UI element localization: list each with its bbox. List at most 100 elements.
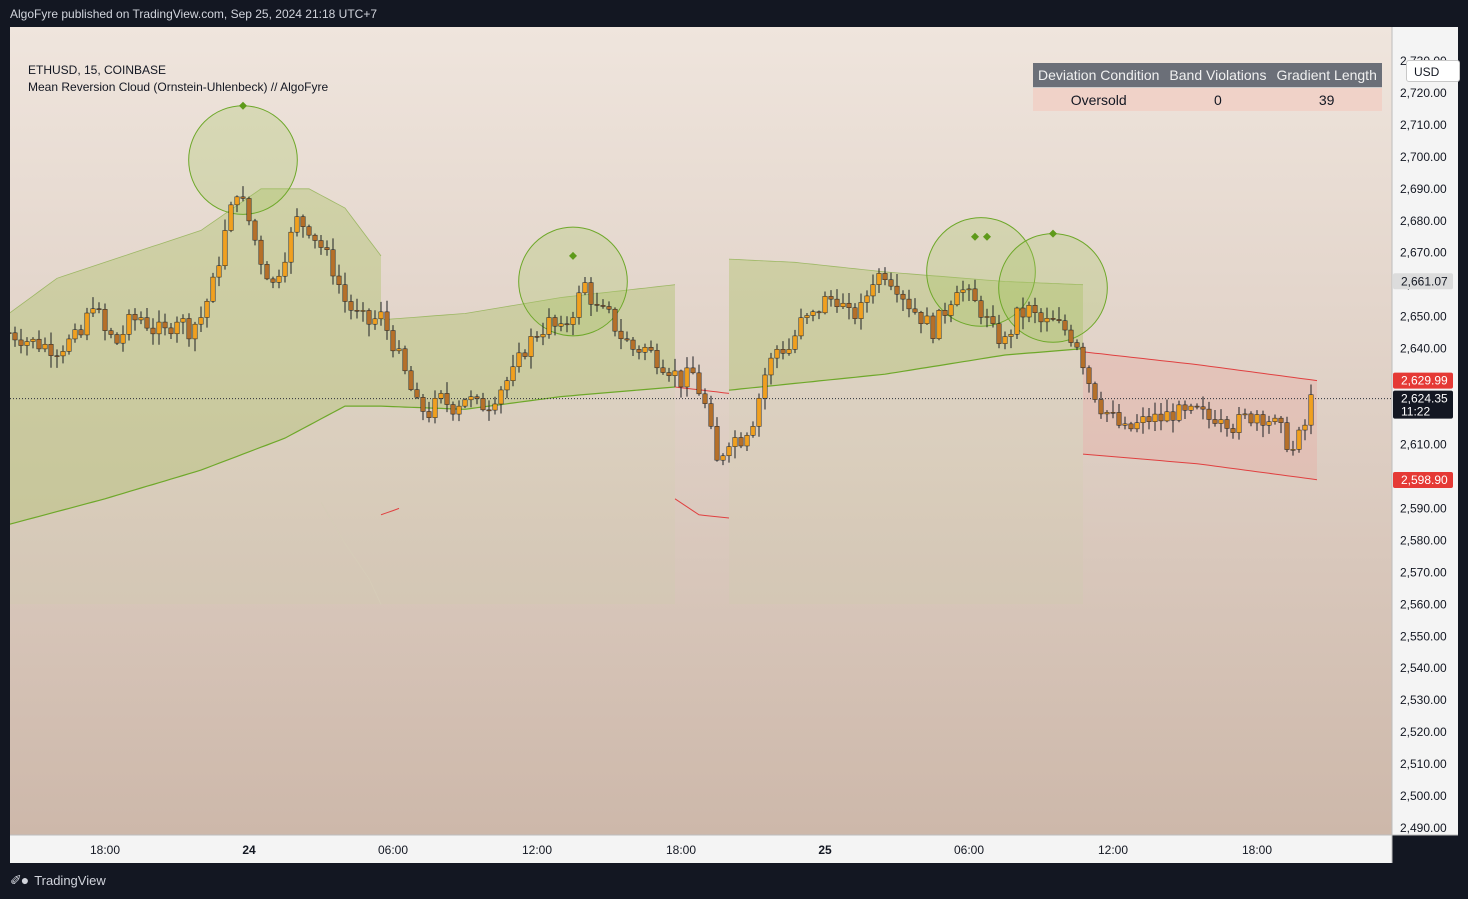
candle-body xyxy=(276,275,282,283)
header-deviation-condition: Deviation Condition xyxy=(1033,63,1165,88)
candle xyxy=(384,300,390,340)
candle-body xyxy=(642,347,648,353)
price-chart[interactable]: 2,730.002,720.002,710.002,700.002,690.00… xyxy=(10,27,1458,863)
candle xyxy=(828,290,834,307)
candle xyxy=(492,396,498,415)
candle xyxy=(150,318,156,345)
candle-body xyxy=(1158,413,1164,422)
footer-brand-label: TradingView xyxy=(34,873,106,888)
candle-body xyxy=(1116,412,1122,426)
candle-body xyxy=(1206,408,1212,420)
candle xyxy=(198,306,204,333)
candle-body xyxy=(972,288,978,301)
candle-body xyxy=(210,276,216,302)
candle-body xyxy=(30,338,36,342)
candle xyxy=(858,293,864,330)
candle xyxy=(10,332,12,334)
candle-body xyxy=(1062,320,1068,331)
candle-body xyxy=(702,393,708,404)
candle xyxy=(1176,400,1182,423)
candle-body xyxy=(1278,417,1284,423)
candle-body xyxy=(1290,449,1296,451)
pivot-circle xyxy=(926,217,1036,327)
candle-body xyxy=(990,316,996,324)
y-tick-label: 2,520.00 xyxy=(1400,725,1447,739)
candle-body xyxy=(636,349,642,353)
currency-button[interactable]: USD xyxy=(1406,60,1460,82)
candle-body xyxy=(564,323,570,326)
candle xyxy=(954,285,960,307)
candle xyxy=(642,343,648,361)
candle xyxy=(1140,407,1146,434)
candle-body xyxy=(144,317,150,329)
candle-body xyxy=(324,247,330,250)
y-tick-label: 2,530.00 xyxy=(1400,693,1447,707)
candle xyxy=(1266,415,1272,434)
candle-body xyxy=(558,323,564,327)
candle-body xyxy=(1266,421,1272,426)
candle-body xyxy=(282,261,288,277)
y-tick-label: 2,610.00 xyxy=(1400,438,1447,452)
candle xyxy=(192,321,198,352)
y-tick-label: 2,590.00 xyxy=(1400,501,1447,515)
candle-body xyxy=(684,367,690,388)
y-tick-label: 2,640.00 xyxy=(1400,342,1447,356)
candle-body xyxy=(102,309,108,331)
candle xyxy=(240,186,246,202)
candle-body xyxy=(984,316,990,318)
candle-body xyxy=(588,282,594,305)
candle-body xyxy=(894,285,900,295)
candle-body xyxy=(978,300,984,318)
price-label-bg xyxy=(1393,471,1453,488)
candle-body xyxy=(618,330,624,340)
candle-body xyxy=(1308,394,1314,426)
pivot-diamond-marker xyxy=(569,251,577,260)
candle xyxy=(276,269,282,289)
candle-body xyxy=(534,336,540,338)
candle-body xyxy=(1212,419,1218,424)
y-tick-label: 2,540.00 xyxy=(1400,661,1447,675)
candle xyxy=(630,337,636,357)
candle-body xyxy=(1086,367,1092,384)
candle-body xyxy=(858,302,864,319)
chart-frame[interactable]: 2,730.002,720.002,710.002,700.002,690.00… xyxy=(10,27,1460,863)
candle xyxy=(48,332,54,368)
candle-body xyxy=(1074,342,1080,348)
candle-body xyxy=(270,278,276,283)
candle-body xyxy=(468,396,474,401)
candle-body xyxy=(816,311,822,314)
candle xyxy=(462,398,468,409)
candle xyxy=(270,276,276,289)
candle xyxy=(108,327,114,339)
candle xyxy=(168,322,174,340)
candle-body xyxy=(264,264,270,280)
candle-body xyxy=(1302,424,1308,431)
candle-body xyxy=(174,321,180,335)
candle xyxy=(30,337,36,349)
x-tick-label: 18:00 xyxy=(1242,843,1272,857)
candle xyxy=(714,417,720,462)
candle-body xyxy=(774,349,780,359)
bull-cloud-0 xyxy=(10,188,381,525)
price-label-bg xyxy=(1393,273,1453,290)
candle xyxy=(810,309,816,322)
candle-body xyxy=(1098,399,1104,415)
candle-body xyxy=(228,204,234,231)
candle-body xyxy=(492,403,498,411)
candle-body xyxy=(1242,413,1248,416)
candle-body xyxy=(402,348,408,372)
candle-body xyxy=(1008,333,1014,337)
footer-branding[interactable]: ✐● TradingView xyxy=(10,872,106,889)
candle xyxy=(12,326,18,347)
candle-body xyxy=(810,311,816,316)
candle-body xyxy=(1110,412,1116,414)
candle-body xyxy=(750,426,756,436)
candle xyxy=(294,208,300,237)
candle xyxy=(504,376,510,399)
candle xyxy=(528,328,534,369)
candle xyxy=(318,235,324,255)
candle xyxy=(540,322,546,346)
candle-body xyxy=(252,220,258,241)
indicator-label: Mean Reversion Cloud (Ornstein-Uhlenbeck… xyxy=(28,80,329,94)
candle-body xyxy=(1260,414,1266,426)
